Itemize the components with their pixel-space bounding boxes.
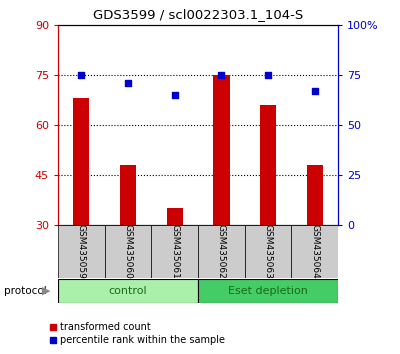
- Text: Eset depletion: Eset depletion: [228, 286, 308, 296]
- Bar: [260, 105, 276, 225]
- Legend: transformed count, percentile rank within the sample: transformed count, percentile rank withi…: [45, 319, 229, 349]
- Point: [172, 92, 178, 98]
- Bar: [213, 75, 230, 225]
- Text: GSM435062: GSM435062: [217, 224, 226, 279]
- Point: [265, 72, 271, 78]
- Bar: [198, 225, 245, 278]
- Text: GSM435061: GSM435061: [170, 224, 179, 279]
- Bar: [166, 208, 183, 225]
- Bar: [105, 225, 151, 278]
- Bar: [73, 98, 90, 225]
- Title: GDS3599 / scl0022303.1_104-S: GDS3599 / scl0022303.1_104-S: [93, 8, 303, 21]
- Text: GSM435064: GSM435064: [310, 224, 319, 279]
- Point: [312, 88, 318, 93]
- Bar: [291, 225, 338, 278]
- Bar: [58, 279, 198, 303]
- Text: GSM435059: GSM435059: [77, 224, 86, 279]
- Bar: [151, 225, 198, 278]
- Point: [78, 72, 84, 78]
- Bar: [245, 225, 291, 278]
- Text: GSM435060: GSM435060: [124, 224, 132, 279]
- Point: [125, 80, 131, 86]
- Bar: [58, 225, 105, 278]
- Bar: [306, 165, 323, 225]
- Bar: [198, 279, 338, 303]
- Text: GSM435063: GSM435063: [264, 224, 272, 279]
- Point: [218, 72, 224, 78]
- Bar: [120, 165, 136, 225]
- Text: control: control: [109, 286, 147, 296]
- Text: protocol: protocol: [4, 286, 47, 296]
- Text: ▶: ▶: [42, 286, 50, 296]
